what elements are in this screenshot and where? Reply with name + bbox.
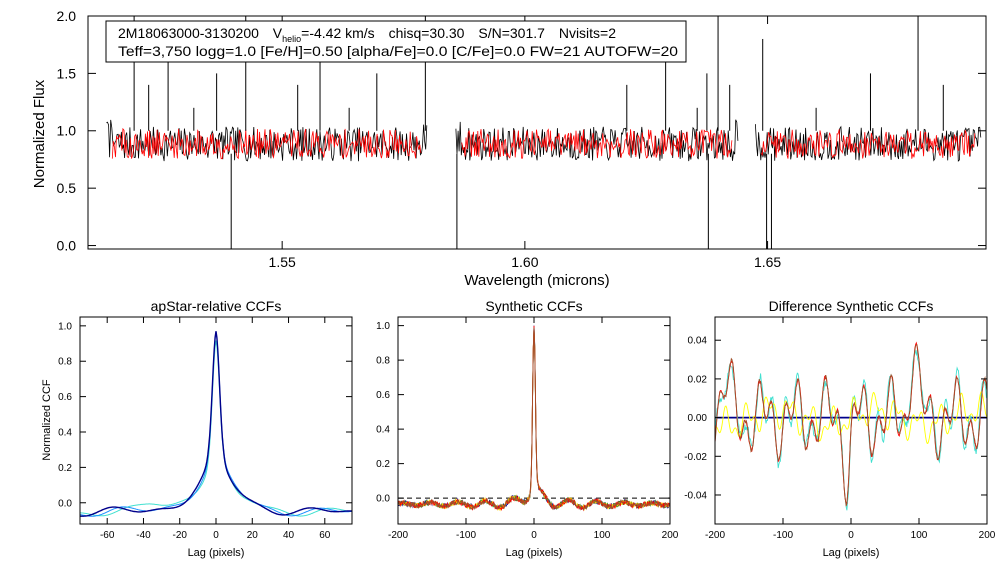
- y-tick-label: 0.0: [57, 237, 77, 253]
- synthetic-ccf-axes-frame: [397, 316, 671, 525]
- apstar-ccf-panel: apStar-relative CCFs -60 -40 -20 0 20 40 60 0.0…: [41, 298, 353, 559]
- difference-ccf-series: [714, 341, 988, 511]
- apstar-ccf-x-label: Lag (pixels): [188, 547, 245, 559]
- x-tick-label: -200: [388, 530, 408, 541]
- x-tick-label: 1.65: [754, 254, 781, 270]
- x-tick-label: 1.60: [511, 254, 538, 270]
- synthetic-ccf-panel: Synthetic CCFs -200 -100 0 100 200 0.0 0.2 0.4 0…: [376, 298, 679, 559]
- x-tick-label: -60: [100, 530, 115, 541]
- annotation-frame: [105, 20, 687, 63]
- synthetic-ccf-title: Synthetic CCFs: [485, 298, 582, 314]
- x-tick-label: 200: [979, 530, 996, 541]
- y-tick-label: 0.04: [688, 336, 708, 347]
- x-tick-label: -20: [173, 530, 188, 541]
- y-tick-label: -0.02: [684, 452, 707, 463]
- vhelio-label: V: [273, 25, 283, 41]
- nvisits-value: Nvisits=2: [559, 25, 616, 41]
- synthetic-ccf-x-label: Lag (pixels): [506, 547, 563, 559]
- spectrum-annotation-box: 2M18063000-3130200 Vhelio=-4.42 km/s chi…: [105, 20, 687, 63]
- difference-ccf-panel: Difference Synthetic CCFs -200 -100 0 100 20…: [684, 298, 996, 559]
- synthetic-ccf-line: [397, 327, 671, 510]
- y-tick-label: 0.2: [376, 459, 390, 470]
- y-tick-label: 0.6: [376, 390, 390, 401]
- x-tick-label: -100: [456, 530, 476, 541]
- spectrum-y-label: Normalized Flux: [31, 79, 48, 188]
- y-tick-label: -0.04: [684, 490, 707, 501]
- apstar-ccf-line: [79, 340, 352, 517]
- synthetic-ccf-line: [397, 325, 671, 512]
- x-tick-label: 40: [283, 530, 295, 541]
- y-tick-label: 1.0: [57, 123, 77, 139]
- star-id: 2M18063000-3130200: [118, 25, 259, 41]
- vhelio-value: =-4.42 km/s: [301, 25, 375, 41]
- y-tick-label: 0.8: [376, 356, 390, 367]
- spectrum-panel: 1.55 1.60 1.65 0.0 0.5 1.0 1.5 2.0 Wavelength (…: [31, 8, 987, 289]
- y-tick-label: 0.0: [376, 494, 390, 505]
- y-tick-label: 0.00: [688, 413, 708, 424]
- difference-ccf-line: [714, 344, 988, 507]
- y-tick-label: 1.5: [57, 65, 77, 81]
- synthetic-ccf-ticks: -200 -100 0 100 200 0.0 0.2 0.4 0.6 0.8 1.0: [376, 317, 679, 541]
- y-tick-label: 0.6: [58, 392, 72, 403]
- apstar-ccf-axes-frame: [79, 316, 353, 525]
- synthetic-ccf-line: [397, 325, 671, 511]
- x-tick-label: -100: [773, 530, 793, 541]
- y-tick-label: 1.0: [376, 321, 390, 332]
- difference-ccf-line: [714, 391, 988, 444]
- y-tick-label: 0.2: [58, 463, 72, 474]
- apstar-ccf-y-label: Normalized CCF: [41, 379, 53, 461]
- x-tick-label: 0: [531, 530, 537, 541]
- vhelio-subscript: helio: [282, 34, 301, 44]
- x-tick-label: -200: [705, 530, 725, 541]
- apstar-ccf-line: [79, 331, 352, 517]
- stellar-parameters: Teff=3,750 logg=1.0 [Fe/H]=0.50 [alpha/F…: [118, 43, 678, 59]
- difference-ccf-ticks: -200 -100 0 100 200 -0.04 -0.02 0.00 0.02 0.04: [684, 317, 996, 541]
- x-tick-label: 100: [594, 530, 611, 541]
- x-tick-label: 60: [319, 530, 331, 541]
- y-tick-label: 0.0: [58, 498, 72, 509]
- y-tick-label: 0.5: [57, 180, 77, 196]
- signal-to-noise: S/N=301.7: [478, 25, 545, 41]
- spectrum-axes-frame: [87, 15, 987, 250]
- synthetic-ccf-line: [397, 327, 671, 511]
- difference-ccf-title: Difference Synthetic CCFs: [769, 298, 934, 314]
- x-tick-label: 1.55: [269, 254, 296, 270]
- x-tick-label: 100: [911, 530, 928, 541]
- y-tick-label: 0.4: [58, 428, 72, 439]
- apstar-ccf-ticks: -60 -40 -20 0 20 40 60 0.0 0.2 0.4 0.6 0.8 1.0: [58, 317, 352, 541]
- y-tick-label: 0.4: [376, 425, 390, 436]
- model-spectrum-line: [111, 127, 976, 160]
- x-tick-label: -40: [136, 530, 151, 541]
- x-tick-label: 0: [848, 530, 854, 541]
- x-tick-label: 200: [662, 530, 679, 541]
- apstar-ccf-title: apStar-relative CCFs: [151, 298, 282, 314]
- apstar-ccf-series: [79, 331, 352, 517]
- chisq-value: chisq=30.30: [389, 25, 465, 41]
- y-tick-label: 1.0: [58, 321, 72, 332]
- y-tick-label: 0.8: [58, 357, 72, 368]
- y-tick-label: 2.0: [57, 8, 77, 24]
- synthetic-ccf-line: [397, 329, 671, 512]
- annotation-line-1: 2M18063000-3130200 Vhelio=-4.42 km/s chi…: [118, 25, 616, 44]
- difference-ccf-x-label: Lag (pixels): [823, 547, 880, 559]
- spectrum-x-label: Wavelength (microns): [464, 272, 609, 289]
- synthetic-ccf-series: [397, 325, 671, 512]
- spectrum-ticks: 1.55 1.60 1.65 0.0 0.5 1.0 1.5 2.0: [57, 8, 986, 270]
- y-tick-label: 0.02: [688, 374, 708, 385]
- x-tick-label: 0: [213, 530, 219, 541]
- x-tick-label: 20: [247, 530, 259, 541]
- apstar-ccf-line: [79, 331, 352, 517]
